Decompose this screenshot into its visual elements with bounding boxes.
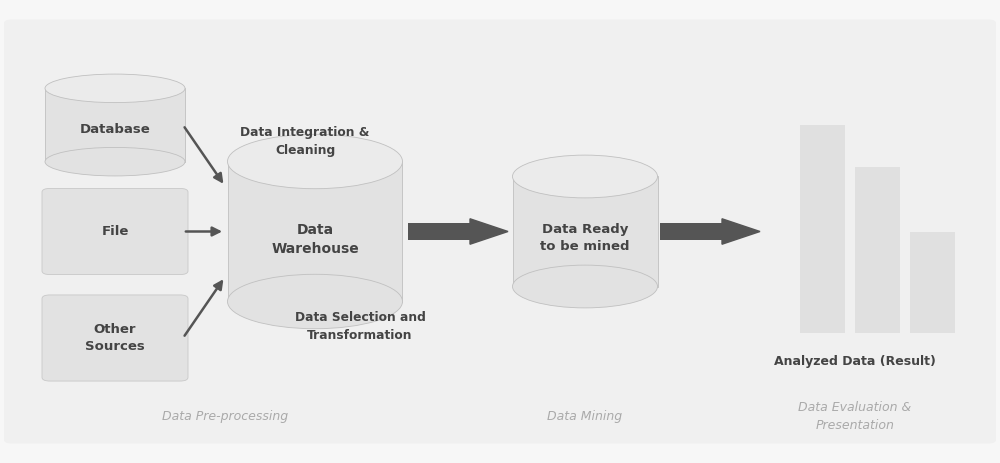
Text: Data Evaluation &
Presentation: Data Evaluation & Presentation	[798, 401, 912, 432]
Bar	[660, 223, 722, 240]
Text: Data Integration &
Cleaning: Data Integration & Cleaning	[240, 126, 370, 156]
Polygon shape	[470, 219, 508, 244]
Ellipse shape	[512, 265, 658, 308]
Text: Data Ready
to be mined: Data Ready to be mined	[540, 223, 630, 253]
Text: File: File	[101, 225, 129, 238]
Ellipse shape	[512, 155, 658, 198]
FancyBboxPatch shape	[42, 295, 188, 381]
Text: Data Pre-processing: Data Pre-processing	[162, 410, 288, 423]
Bar	[910, 232, 955, 333]
Bar	[408, 223, 470, 240]
Text: Other
Sources: Other Sources	[85, 323, 145, 353]
Polygon shape	[512, 176, 658, 287]
Text: Data Selection and
Transformation: Data Selection and Transformation	[295, 311, 425, 342]
Text: Database: Database	[80, 123, 150, 136]
Polygon shape	[45, 88, 185, 162]
Ellipse shape	[45, 74, 185, 103]
FancyBboxPatch shape	[454, 19, 723, 444]
FancyBboxPatch shape	[42, 188, 188, 275]
Text: Data
Warehouse: Data Warehouse	[271, 224, 359, 256]
Ellipse shape	[45, 147, 185, 176]
Ellipse shape	[228, 134, 402, 189]
Text: Data Mining: Data Mining	[547, 410, 623, 423]
Bar	[800, 125, 845, 333]
FancyBboxPatch shape	[714, 19, 996, 444]
Text: Analyzed Data (Result): Analyzed Data (Result)	[774, 355, 936, 368]
Polygon shape	[228, 162, 402, 301]
Polygon shape	[722, 219, 760, 244]
Bar	[855, 167, 900, 333]
Ellipse shape	[228, 274, 402, 329]
FancyBboxPatch shape	[4, 19, 463, 444]
